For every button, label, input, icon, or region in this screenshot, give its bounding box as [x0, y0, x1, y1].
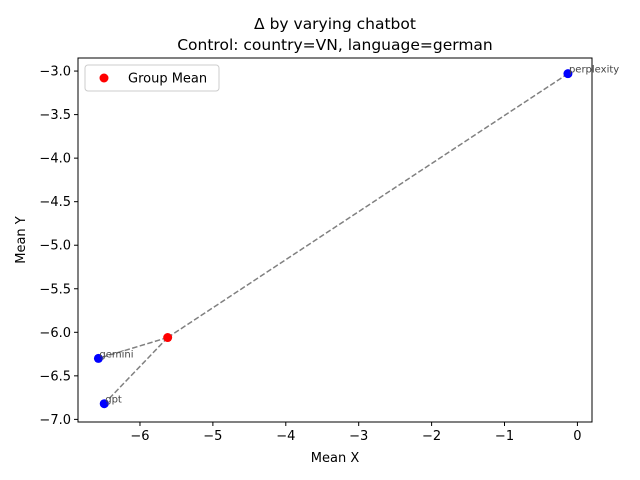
y-tick-label: −4.0: [39, 152, 71, 167]
data-point-gpt: [99, 399, 109, 409]
legend-box: [84, 64, 220, 92]
point-label-perplexity: perplexity: [569, 65, 619, 76]
chart-title-line2: Control: country=VN, language=german: [177, 36, 493, 54]
y-tick-label: −3.5: [39, 108, 71, 123]
y-axis-label: Mean Y: [14, 216, 29, 264]
point-label-gemini: gemini: [99, 349, 133, 360]
x-tick-label: −4: [276, 429, 295, 444]
legend-label-group-mean: Group Mean: [128, 72, 207, 87]
y-tick-label: −6.5: [39, 369, 71, 384]
y-tick-label: −5.0: [39, 239, 71, 254]
data-point-perplexity: [563, 69, 573, 79]
y-tick-label: −7.0: [39, 413, 71, 428]
x-tick-label: −6: [130, 429, 149, 444]
data-point-gemini: [93, 353, 103, 363]
legend: Group Mean: [84, 64, 220, 92]
group-mean-point: [163, 333, 173, 343]
y-tick-label: −4.5: [39, 195, 71, 210]
x-tick-label: −1: [495, 429, 514, 444]
x-axis-label: Mean X: [311, 451, 360, 466]
connector-line-gpt: [103, 337, 169, 405]
x-tick-label: −5: [203, 429, 222, 444]
y-tick-label: −3.0: [39, 65, 71, 80]
point-label-gpt: gpt: [105, 395, 122, 406]
chart-title-line1: Δ by varying chatbot: [254, 15, 416, 33]
x-tick-label: 0: [573, 429, 581, 444]
x-tick-label: −2: [422, 429, 441, 444]
connector-line-perplexity: [167, 73, 569, 339]
connector-line-gemini: [98, 336, 168, 360]
y-tick-label: −5.5: [39, 282, 71, 297]
legend-marker-group-mean: [99, 73, 109, 83]
plot-frame: [77, 57, 593, 423]
x-tick-label: −3: [349, 429, 368, 444]
y-tick-label: −6.0: [39, 326, 71, 341]
